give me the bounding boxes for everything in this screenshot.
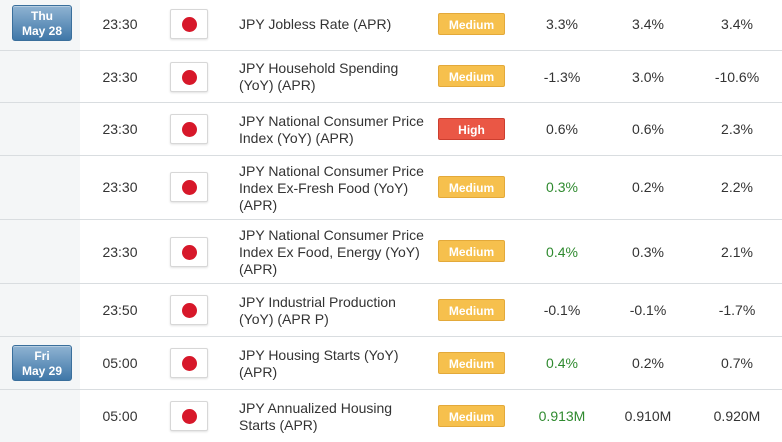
actual-value: 0.4% — [546, 355, 578, 371]
japan-flag-icon — [170, 172, 208, 202]
importance-badge: Medium — [438, 240, 505, 262]
calendar-row[interactable]: 23:30 JPY Household Spending (YoY) (APR)… — [0, 51, 782, 103]
actual-value: 3.3% — [546, 16, 578, 32]
previous-value: 0.920M — [713, 408, 761, 424]
actual-value: 0.6% — [546, 121, 578, 137]
actual-value: 0.3% — [546, 179, 578, 195]
date-day: Fri — [34, 349, 50, 363]
previous-value: -10.6% — [714, 69, 760, 85]
japan-flag-icon — [170, 9, 208, 39]
importance-badge: Medium — [438, 176, 505, 198]
japan-flag-icon — [170, 114, 208, 144]
event-name[interactable]: JPY National Consumer Price Index (YoY) … — [239, 113, 424, 146]
previous-value: 2.1% — [721, 244, 753, 260]
date-month-day: May 29 — [21, 364, 63, 378]
forecast-value: 0.2% — [632, 179, 664, 195]
date-month-day: May 28 — [21, 24, 63, 38]
event-time: 23:30 — [102, 16, 138, 32]
date-badge: Fri May 29 — [12, 345, 72, 381]
importance-badge: Medium — [438, 299, 505, 321]
japan-flag-icon — [170, 348, 208, 378]
previous-value: 0.7% — [721, 355, 753, 371]
date-column — [0, 51, 80, 102]
calendar-row[interactable]: 23:30 JPY National Consumer Price Index … — [0, 103, 782, 156]
calendar-row[interactable]: Thu May 28 23:30 JPY Jobless Rate (APR) … — [0, 0, 782, 51]
forecast-value: -0.1% — [629, 302, 667, 318]
calendar-row[interactable]: 23:50 JPY Industrial Production (YoY) (A… — [0, 284, 782, 337]
calendar-row[interactable]: 05:00 JPY Annualized Housing Starts (APR… — [0, 390, 782, 442]
date-column — [0, 220, 80, 283]
date-badge: Thu May 28 — [12, 5, 72, 41]
event-name[interactable]: JPY National Consumer Price Index Ex Foo… — [239, 227, 424, 277]
event-name[interactable]: JPY Jobless Rate (APR) — [239, 16, 392, 32]
event-time: 23:30 — [102, 69, 138, 85]
forecast-value: 3.4% — [632, 16, 664, 32]
date-column — [0, 103, 80, 155]
previous-value: -1.7% — [718, 302, 756, 318]
event-name[interactable]: JPY Industrial Production (YoY) (APR P) — [239, 294, 396, 327]
japan-flag-icon — [170, 237, 208, 267]
date-column: Fri May 29 — [0, 337, 80, 389]
event-time: 23:30 — [102, 121, 138, 137]
event-name[interactable]: JPY Household Spending (YoY) (APR) — [239, 60, 399, 93]
actual-value: -1.3% — [543, 69, 581, 85]
calendar-row[interactable]: 23:30 JPY National Consumer Price Index … — [0, 156, 782, 220]
calendar-row[interactable]: 23:30 JPY National Consumer Price Index … — [0, 220, 782, 284]
forecast-value: 0.6% — [632, 121, 664, 137]
actual-value: 0.4% — [546, 244, 578, 260]
previous-value: 3.4% — [721, 16, 753, 32]
importance-badge: High — [438, 118, 505, 140]
japan-flag-icon — [170, 401, 208, 431]
actual-value: -0.1% — [543, 302, 581, 318]
calendar-row[interactable]: Fri May 29 05:00 JPY Housing Starts (YoY… — [0, 337, 782, 390]
event-time: 23:50 — [102, 302, 138, 318]
event-time: 23:30 — [102, 179, 138, 195]
date-column — [0, 156, 80, 219]
importance-badge: Medium — [438, 65, 505, 87]
importance-badge: Medium — [438, 352, 505, 374]
previous-value: 2.2% — [721, 179, 753, 195]
actual-value: 0.913M — [538, 408, 586, 424]
event-name[interactable]: JPY Housing Starts (YoY) (APR) — [239, 347, 399, 380]
forecast-value: 3.0% — [632, 69, 664, 85]
event-time: 05:00 — [102, 408, 138, 424]
event-name[interactable]: JPY National Consumer Price Index Ex-Fre… — [239, 163, 424, 213]
forecast-value: 0.910M — [624, 408, 672, 424]
previous-value: 2.3% — [721, 121, 753, 137]
event-name[interactable]: JPY Annualized Housing Starts (APR) — [239, 400, 393, 433]
event-time: 23:30 — [102, 244, 138, 260]
date-column — [0, 284, 80, 336]
event-time: 05:00 — [102, 355, 138, 371]
japan-flag-icon — [170, 295, 208, 325]
date-column — [0, 390, 80, 442]
date-column: Thu May 28 — [0, 0, 80, 50]
japan-flag-icon — [170, 62, 208, 92]
forecast-value: 0.3% — [632, 244, 664, 260]
date-day: Thu — [31, 9, 53, 23]
forecast-value: 0.2% — [632, 355, 664, 371]
importance-badge: Medium — [438, 13, 505, 35]
importance-badge: Medium — [438, 405, 505, 427]
